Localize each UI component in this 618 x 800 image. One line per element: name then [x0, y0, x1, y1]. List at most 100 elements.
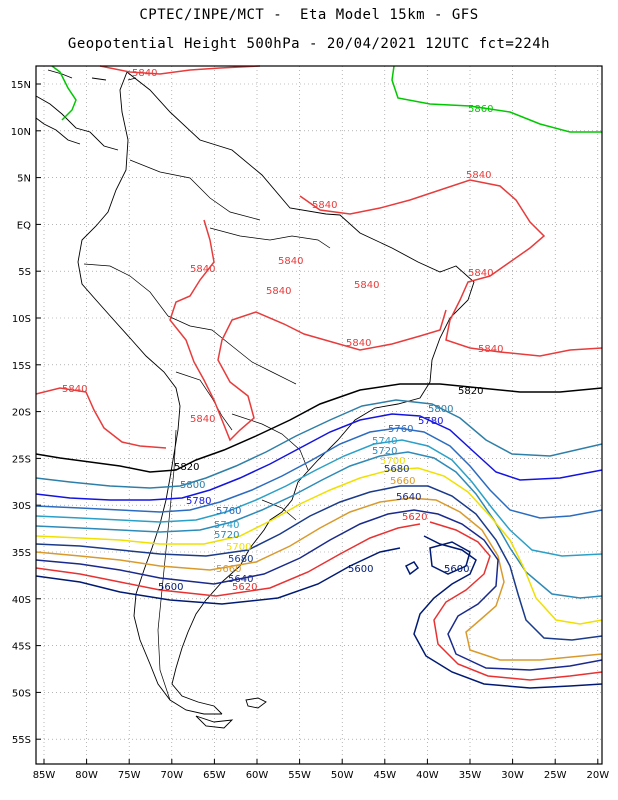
- latitude-label: 40S: [12, 595, 31, 606]
- contour-5800: [35, 399, 603, 489]
- longitude-label: 30W: [501, 770, 524, 781]
- falkland-islands: [245, 697, 267, 709]
- contour-5840-amazon: [169, 219, 447, 442]
- longitude-label: 35W: [459, 770, 482, 781]
- contour-5820: [35, 383, 603, 473]
- latitude-label: 20S: [12, 408, 31, 419]
- label-5740: 5740: [214, 520, 239, 531]
- map-background: [36, 66, 602, 764]
- contour-5620: [35, 521, 603, 681]
- label-5820: 5820: [458, 386, 483, 397]
- border-brazil-north: [209, 227, 331, 249]
- longitude-label: 75W: [118, 770, 141, 781]
- border-peru-brazil-bolivia: [167, 315, 297, 385]
- latitude-label: 15S: [12, 361, 31, 372]
- map-title-line1: CPTEC/INPE/MCT - Eta Model 15km - GFS: [139, 7, 479, 23]
- caribbean-islands: [47, 69, 137, 81]
- label-5660: 5660: [390, 476, 415, 487]
- latitude-labels: 15N 10N 5N EQ 5S 10S 15S 20S 25S 30S 35S 40S 45S 50S 5…: [11, 80, 31, 746]
- longitude-label: 70W: [160, 770, 183, 781]
- contour-lines: [35, 65, 603, 689]
- label-5840: 5840: [346, 338, 371, 349]
- label-5620: 5620: [402, 512, 427, 523]
- label-5840: 5840: [278, 256, 303, 267]
- label-5600: 5600: [348, 564, 373, 575]
- label-5840: 5840: [190, 264, 215, 275]
- border-colombia-venezuela: [129, 159, 261, 221]
- latitude-label: 5N: [17, 174, 31, 185]
- label-5740: 5740: [372, 436, 397, 447]
- longitude-label: 65W: [203, 770, 226, 781]
- latitude-label: EQ: [17, 220, 31, 231]
- latitude-label: 45S: [12, 642, 31, 653]
- label-5720: 5720: [214, 530, 239, 541]
- label-5660: 5660: [216, 564, 241, 575]
- contour-5740: [35, 439, 603, 557]
- label-5760: 5760: [388, 424, 413, 435]
- longitude-labels: 85W 80W 75W 70W 65W 60W 55W 50W 45W 40W 35W 30W 25W 2…: [33, 770, 610, 781]
- label-5720: 5720: [372, 446, 397, 457]
- contour-5680: [35, 485, 603, 641]
- label-5840: 5840: [468, 268, 493, 279]
- label-5840: 5840: [266, 286, 291, 297]
- border-argentina-chile: [157, 429, 177, 701]
- longitude-label: 80W: [75, 770, 98, 781]
- contour-5860: [51, 65, 602, 133]
- label-5680: 5680: [228, 554, 253, 565]
- longitude-label: 25W: [544, 770, 567, 781]
- longitude-label: 45W: [373, 770, 396, 781]
- label-5840: 5840: [190, 414, 215, 425]
- label-5640: 5640: [396, 492, 421, 503]
- country-borders: [83, 159, 331, 701]
- border-uruguay: [261, 499, 297, 521]
- label-5860: 5860: [468, 104, 493, 115]
- contour-5600: [35, 535, 603, 689]
- grid-lines: [36, 66, 602, 764]
- latitude-label: 5S: [18, 267, 31, 278]
- tierra-del-fuego: [195, 715, 234, 729]
- label-5700: 5700: [226, 542, 251, 553]
- label-5780: 5780: [418, 416, 443, 427]
- contour-5640: [35, 509, 603, 671]
- label-5840: 5840: [466, 170, 491, 181]
- label-5840: 5840: [312, 200, 337, 211]
- latitude-label: 35S: [12, 548, 31, 559]
- coastlines: [35, 69, 475, 729]
- south-america-west-coast: [77, 71, 222, 715]
- latitude-label: 10S: [12, 314, 31, 325]
- label-5600: 5600: [444, 564, 469, 575]
- label-5780: 5780: [186, 496, 211, 507]
- contour-5720: [35, 451, 603, 599]
- map-title-line2: Geopotential Height 500hPa - 20/04/2021 …: [67, 36, 551, 52]
- contour-5760: [35, 427, 603, 519]
- border-ecuador-peru: [83, 263, 169, 317]
- contour-5660: [35, 497, 603, 661]
- longitude-label: 85W: [33, 770, 56, 781]
- label-5820: 5820: [174, 462, 199, 473]
- label-5620: 5620: [232, 582, 257, 593]
- label-5640: 5640: [228, 574, 253, 585]
- latitude-label: 30S: [12, 501, 31, 512]
- longitude-label: 50W: [331, 770, 354, 781]
- latitude-label: 15N: [11, 80, 31, 91]
- contour-5840-north: [99, 65, 603, 357]
- label-5800: 5800: [428, 404, 453, 415]
- longitude-label: 20W: [586, 770, 609, 781]
- label-5840: 5840: [354, 280, 379, 291]
- latitude-label: 55S: [12, 735, 31, 746]
- border-bolivia-chile: [175, 371, 233, 431]
- label-5840: 5840: [62, 384, 87, 395]
- contour-5700: [35, 467, 603, 625]
- contour-labels: 5840 5860 5840 5840 5840 5840 5840 5840 …: [62, 68, 503, 593]
- central-america-coastline: [35, 95, 119, 151]
- longitude-label: 60W: [246, 770, 269, 781]
- tick-marks: [36, 83, 599, 764]
- longitude-label: 55W: [288, 770, 311, 781]
- label-5700: 5700: [380, 456, 405, 467]
- label-5800: 5800: [180, 480, 205, 491]
- contour-5600-small-cell: [404, 561, 420, 576]
- south-america-coastline: [126, 71, 475, 715]
- contour-5600-closed-cell: [429, 541, 471, 575]
- latitude-label: 10N: [11, 127, 31, 138]
